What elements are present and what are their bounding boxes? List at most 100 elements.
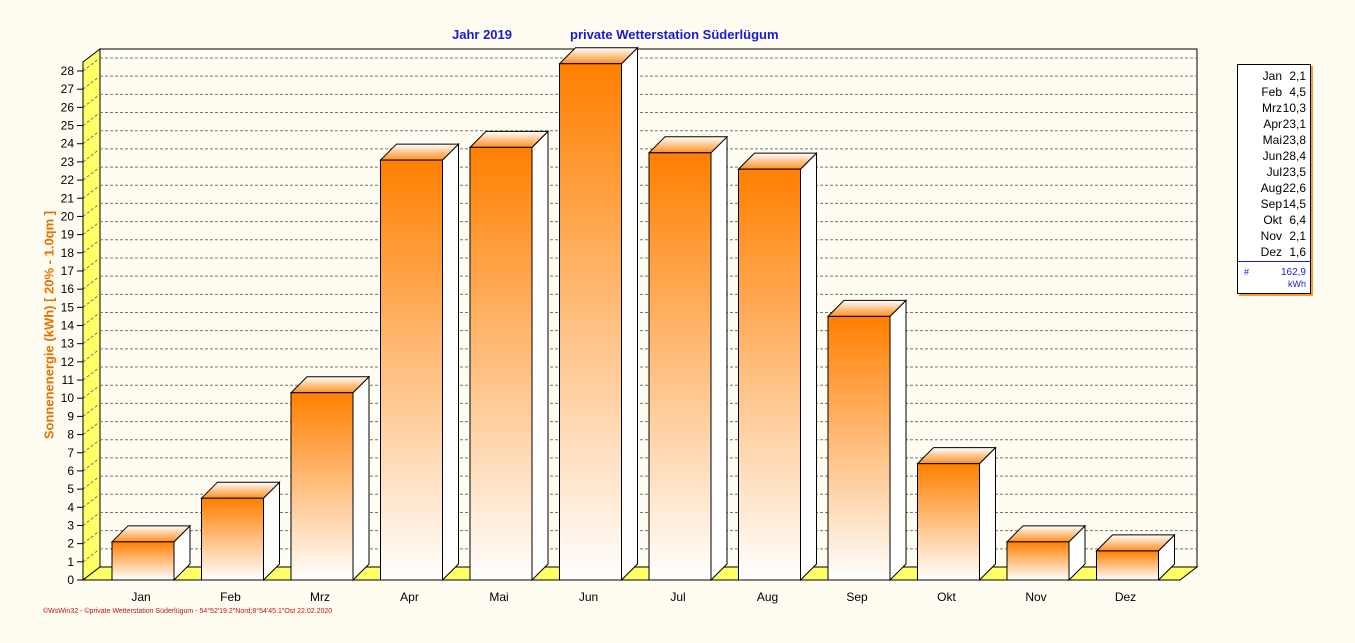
- grid-line-side: [82, 257, 101, 272]
- bar-mai: [468, 130, 550, 582]
- legend-month: Mai: [1262, 133, 1282, 147]
- bar-okt: [916, 446, 997, 582]
- bar-front: [648, 152, 712, 581]
- bar-front: [380, 159, 443, 581]
- grid-line-side: [82, 366, 101, 381]
- legend-row: Jan 2,1: [1238, 69, 1306, 85]
- legend-row: Okt 6,4: [1238, 213, 1306, 229]
- y-tick-label: 23: [61, 155, 75, 169]
- y-tick-label: 21: [61, 191, 75, 205]
- y-tick-label: 11: [62, 373, 75, 387]
- legend-value: 2,1: [1289, 69, 1306, 83]
- y-tick-label: 25: [61, 119, 75, 133]
- grid-line-side: [82, 512, 101, 526]
- chart-title-year: Jahr 2019: [452, 27, 512, 42]
- y-tick-label: 12: [61, 355, 75, 369]
- y-tick-label: 26: [61, 100, 75, 114]
- grid-line-side: [82, 275, 101, 290]
- y-tick-label: 6: [67, 464, 74, 478]
- grid-line-side: [82, 184, 101, 199]
- legend-month: Aug: [1260, 181, 1282, 195]
- x-tick-label: Sep: [846, 590, 868, 604]
- legend-value: 6,4: [1289, 213, 1306, 227]
- bar-front: [1006, 541, 1070, 581]
- grid-line-side: [82, 530, 101, 545]
- grid-line-side: [82, 493, 101, 508]
- bar-side: [800, 151, 817, 582]
- grid-line-side: [82, 548, 101, 563]
- grid-line-side: [82, 148, 101, 163]
- legend-value: 22,6: [1282, 181, 1306, 195]
- y-tick-label: 16: [61, 282, 75, 296]
- grid-line-side: [82, 348, 101, 363]
- grid-line-side: [82, 57, 101, 72]
- grid-line-side: [82, 312, 101, 326]
- x-tick-label: Jul: [670, 590, 685, 604]
- y-tick-label: 5: [67, 482, 74, 496]
- grid-line-side: [82, 239, 101, 254]
- y-axis-label: Sonnenenergie (kWh) [ 20% - 1.0qm ]: [41, 210, 57, 440]
- legend-month: Okt: [1263, 213, 1282, 227]
- bar-front: [559, 63, 622, 581]
- x-tick-label: Okt: [937, 590, 956, 604]
- bar-front: [469, 146, 533, 581]
- legend-value: 23,5: [1282, 165, 1306, 179]
- grid-line-side: [82, 166, 101, 181]
- y-tick-label: 28: [61, 64, 75, 78]
- legend-total-unit: kWh: [1288, 279, 1306, 289]
- legend-row: Dez 1,6: [1238, 245, 1306, 261]
- y-tick-label: 13: [61, 337, 75, 351]
- x-tick-label: Nov: [1025, 590, 1046, 604]
- bar-nov: [1005, 524, 1087, 582]
- bar-sep: [826, 299, 908, 582]
- grid-line-side: [82, 93, 101, 108]
- legend-row: Mai 23,8: [1238, 133, 1306, 149]
- y-tick-label: 4: [67, 500, 74, 514]
- bar-apr: [379, 142, 460, 582]
- legend-month: Nov: [1260, 229, 1282, 243]
- bar-mrz: [289, 375, 371, 582]
- x-tick-label: Jan: [131, 590, 150, 604]
- legend-separator: [1238, 261, 1310, 262]
- y-tick-label: 14: [61, 319, 75, 333]
- legend-month: Jun: [1262, 149, 1282, 163]
- legend-row: Jun 28,4: [1238, 149, 1306, 165]
- bar-front: [738, 168, 801, 581]
- legend-month: Dez: [1260, 245, 1282, 259]
- grid-line-side: [82, 457, 101, 472]
- grid-line-side: [82, 402, 101, 417]
- grid-line-side: [82, 130, 101, 145]
- legend-value: 2,1: [1289, 229, 1306, 243]
- x-tick-label: Mrz: [310, 590, 330, 604]
- y-tick-label: 15: [61, 300, 75, 314]
- legend-month: Apr: [1263, 117, 1282, 131]
- legend-month: Mrz: [1262, 101, 1282, 115]
- grid-line-side: [82, 421, 101, 435]
- bar-feb: [200, 480, 281, 582]
- x-tick-label: Dez: [1115, 590, 1136, 604]
- legend-month: Jul: [1266, 165, 1282, 179]
- grid-line-side: [82, 293, 101, 308]
- y-tick-label: 20: [61, 209, 75, 223]
- bar-aug: [737, 151, 818, 582]
- legend-value: 14,5: [1282, 197, 1306, 211]
- y-tick-label: 27: [61, 82, 75, 96]
- legend-value: 1,6: [1289, 245, 1306, 259]
- grid-line-side: [82, 330, 101, 345]
- bar-side: [442, 142, 459, 582]
- legend-row: Nov 2,1: [1238, 229, 1306, 245]
- legend-total-value: 162,9: [1280, 267, 1306, 278]
- legend-total-symbol: #: [1244, 267, 1250, 277]
- bar-side: [979, 446, 996, 582]
- y-tick-label: 1: [67, 555, 74, 569]
- bar-side: [531, 130, 549, 582]
- grid-line-side: [82, 112, 101, 126]
- grid-line-side: [82, 475, 101, 490]
- x-tick-label: Apr: [400, 590, 419, 604]
- grid-line-side: [82, 384, 101, 399]
- legend-value: 4,5: [1289, 85, 1306, 99]
- y-tick-label: 24: [61, 137, 75, 151]
- bar-jul: [647, 135, 729, 582]
- bar-jan: [110, 524, 192, 582]
